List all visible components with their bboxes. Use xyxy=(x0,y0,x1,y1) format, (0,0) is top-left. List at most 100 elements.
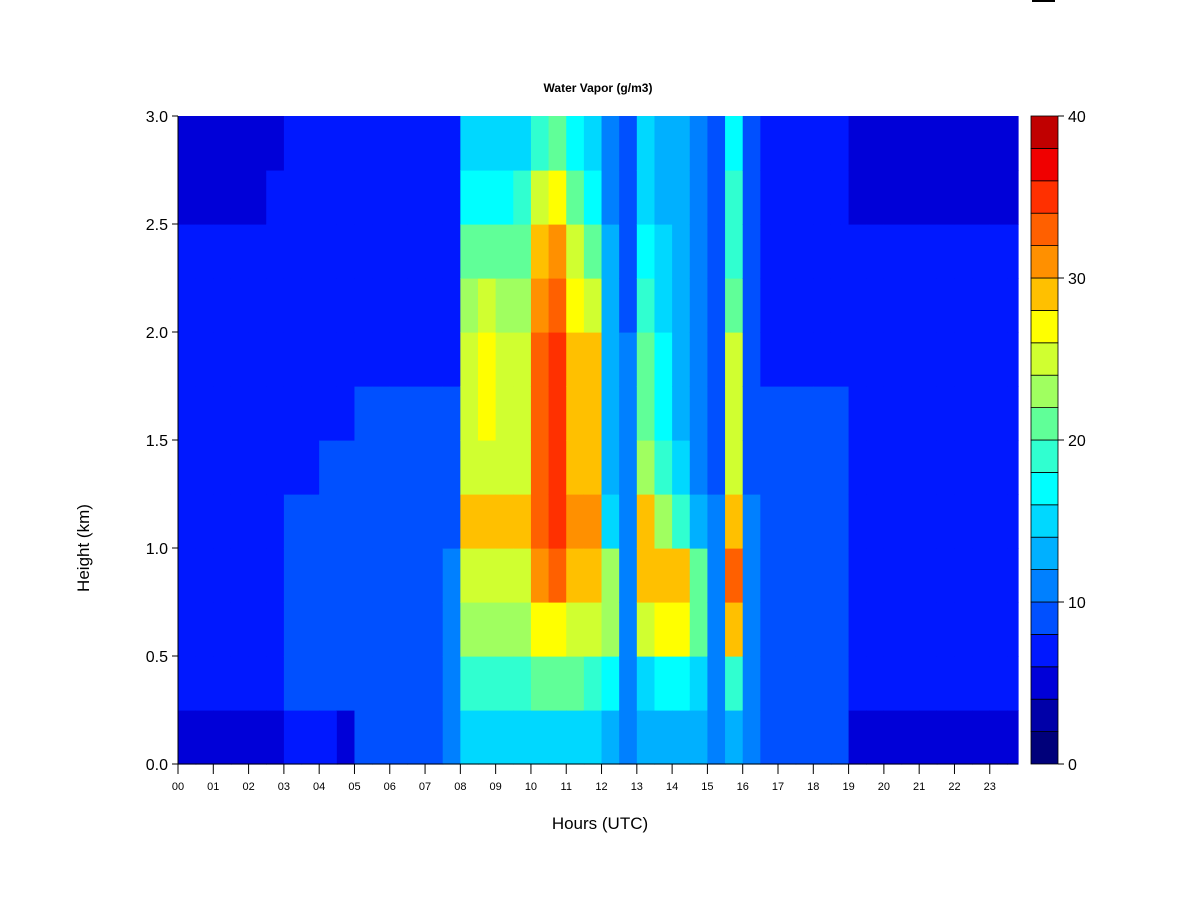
heatmap-cell xyxy=(442,440,461,495)
heatmap-cell xyxy=(213,332,232,387)
heatmap-cell xyxy=(301,710,320,765)
heatmap-cell xyxy=(478,224,497,279)
heatmap-cell xyxy=(407,656,426,711)
heatmap-cell xyxy=(425,386,444,441)
heatmap-cell xyxy=(689,602,709,657)
heatmap-cell xyxy=(742,170,761,225)
heatmap-cell xyxy=(195,494,214,549)
heatmap-cell xyxy=(742,494,761,549)
heatmap-cell xyxy=(972,440,991,495)
heatmap-cell xyxy=(866,494,885,549)
heatmap-cell xyxy=(372,440,391,495)
heatmap-cell xyxy=(266,494,285,549)
heatmap-cell xyxy=(795,548,814,603)
heatmap-cell xyxy=(778,224,797,279)
heatmap-cell xyxy=(919,494,938,549)
heatmap-cell xyxy=(195,602,214,657)
heatmap-cell xyxy=(266,548,285,603)
heatmap-cell xyxy=(654,656,673,711)
heatmap-cell xyxy=(936,332,956,387)
heatmap-cell xyxy=(213,440,232,495)
heatmap-cell xyxy=(954,332,973,387)
heatmap-cell xyxy=(813,548,832,603)
heatmap-cell xyxy=(760,224,779,279)
heatmap-cell xyxy=(583,656,603,711)
heatmap-cell xyxy=(989,710,1009,765)
heatmap-cell xyxy=(354,548,373,603)
heatmap-cell xyxy=(848,602,867,657)
heatmap-cell xyxy=(936,710,956,765)
heatmap-cell xyxy=(1007,548,1019,603)
heatmap-cell xyxy=(672,278,691,333)
colorbar-swatch xyxy=(1030,309,1059,344)
heatmap-cell xyxy=(425,224,444,279)
heatmap-cell xyxy=(1007,278,1019,333)
heatmap-cell xyxy=(442,602,461,657)
heatmap-cell xyxy=(178,116,197,171)
heatmap-cell xyxy=(619,656,638,711)
heatmap-cell xyxy=(425,278,444,333)
y-tick-label: 0.0 xyxy=(146,757,168,774)
heatmap-cell xyxy=(336,224,356,279)
heatmap-cell xyxy=(495,278,514,333)
heatmap-cell xyxy=(919,602,938,657)
heatmap-cell xyxy=(707,116,726,171)
heatmap-cell xyxy=(566,440,585,495)
heatmap-cell xyxy=(742,332,761,387)
heatmap-cell xyxy=(830,170,850,225)
heatmap-cell xyxy=(883,116,903,171)
heatmap-cell xyxy=(848,116,867,171)
heatmap-cell xyxy=(725,548,744,603)
heatmap-cell xyxy=(248,602,267,657)
heatmap-cell xyxy=(989,440,1009,495)
heatmap-cell xyxy=(566,602,585,657)
heatmap-cell xyxy=(725,494,744,549)
colorbar-swatch xyxy=(1030,471,1059,506)
heatmap-cell xyxy=(619,224,638,279)
x-tick-label: 09 xyxy=(490,781,502,793)
x-tick-label: 15 xyxy=(701,781,713,793)
heatmap-cell xyxy=(689,440,709,495)
x-tick-label: 03 xyxy=(278,781,290,793)
heatmap-cell xyxy=(989,332,1009,387)
heatmap-cell xyxy=(954,710,973,765)
heatmap-cell xyxy=(901,656,920,711)
heatmap-cell xyxy=(283,332,303,387)
heatmap-cell xyxy=(178,386,197,441)
heatmap-cell xyxy=(230,386,250,441)
heatmap-cell xyxy=(460,656,479,711)
colorbar-tick-label: 20 xyxy=(1068,433,1086,450)
heatmap-cell xyxy=(389,602,409,657)
heatmap-cell xyxy=(389,440,409,495)
heatmap-cell xyxy=(336,548,356,603)
heatmap-cell xyxy=(813,224,832,279)
heatmap-cell xyxy=(883,656,903,711)
heatmap-cell xyxy=(989,494,1009,549)
heatmap-cell xyxy=(478,386,497,441)
heatmap-cell xyxy=(319,278,338,333)
heatmap-cell xyxy=(972,656,991,711)
heatmap-cell xyxy=(442,656,461,711)
heatmap-cell xyxy=(989,224,1009,279)
heatmap-cell xyxy=(707,710,726,765)
heatmap-cell xyxy=(389,170,409,225)
heatmap-cell xyxy=(601,494,620,549)
heatmap-cell xyxy=(442,710,461,765)
heatmap-cell xyxy=(972,116,991,171)
y-axis-label: Height (km) xyxy=(74,504,93,592)
heatmap-cell xyxy=(1007,494,1019,549)
heatmap-cell xyxy=(901,332,920,387)
colorbar-swatch xyxy=(1030,698,1059,733)
heatmap-cell xyxy=(495,656,514,711)
heatmap-cell xyxy=(354,224,373,279)
heatmap-cell xyxy=(954,386,973,441)
heatmap-cell xyxy=(672,548,691,603)
heatmap-cell xyxy=(372,656,391,711)
heatmap-cell xyxy=(866,116,885,171)
heatmap-cell xyxy=(178,710,197,765)
heatmap-cell xyxy=(813,440,832,495)
heatmap-cell xyxy=(883,548,903,603)
heatmap-cell xyxy=(178,656,197,711)
heatmap-cell xyxy=(583,440,603,495)
heatmap-cell xyxy=(389,656,409,711)
